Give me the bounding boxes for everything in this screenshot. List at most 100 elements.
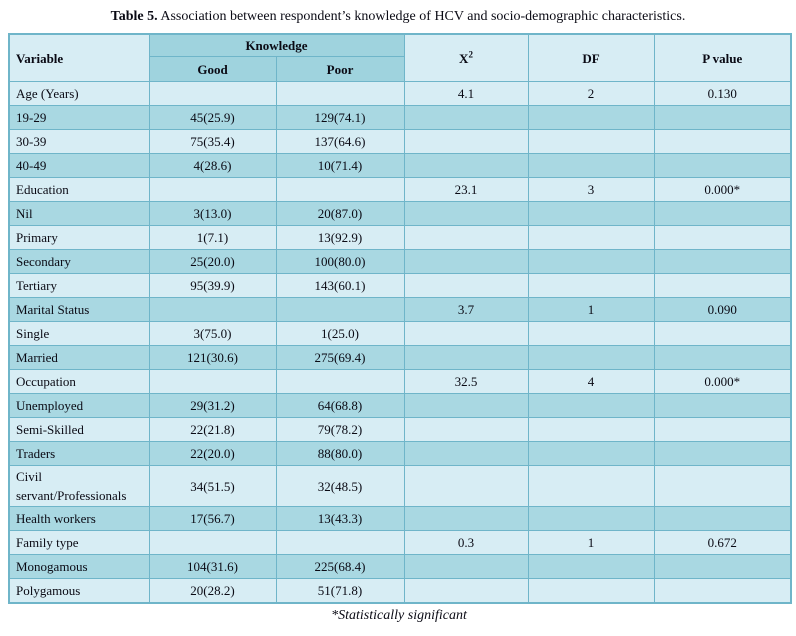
table-row: Secondary 25(20.0) 100(80.0) xyxy=(8,249,792,274)
cell-df xyxy=(527,249,655,274)
cell-df: 3 xyxy=(527,177,655,202)
cell-p: 0.000* xyxy=(653,177,792,202)
table-row: Age (Years) 4.1 2 0.130 xyxy=(8,81,792,106)
cell-variable: Family type xyxy=(8,530,150,555)
cell-variable: Traders xyxy=(8,441,150,466)
cell-p xyxy=(653,465,792,507)
cell-variable: Health workers xyxy=(8,506,150,531)
cell-good: 34(51.5) xyxy=(148,465,277,507)
cell-p xyxy=(653,129,792,154)
cell-df xyxy=(527,578,655,603)
col-header-knowledge: Knowledge xyxy=(148,33,405,57)
cell-variable: Marital Status xyxy=(8,297,150,322)
table-row: Unemployed 29(31.2) 64(68.8) xyxy=(8,393,792,418)
cell-variable: Single xyxy=(8,321,150,346)
cell-poor xyxy=(275,530,405,555)
chi-square-exponent: 2 xyxy=(468,49,473,60)
cell-p xyxy=(653,273,792,298)
cell-p xyxy=(653,201,792,226)
cell-x2 xyxy=(403,321,529,346)
table-row: 30-39 75(35.4) 137(64.6) xyxy=(8,129,792,154)
cell-good: 45(25.9) xyxy=(148,105,277,130)
cell-poor: 79(78.2) xyxy=(275,417,405,442)
cell-good xyxy=(148,297,277,322)
cell-df xyxy=(527,554,655,579)
cell-df xyxy=(527,129,655,154)
cell-df: 4 xyxy=(527,369,655,394)
cell-p xyxy=(653,345,792,370)
cell-df xyxy=(527,321,655,346)
cell-poor: 225(68.4) xyxy=(275,554,405,579)
cell-poor: 13(43.3) xyxy=(275,506,405,531)
chi-square-base: X xyxy=(459,50,469,66)
cell-p: 0.090 xyxy=(653,297,792,322)
cell-x2 xyxy=(403,441,529,466)
cell-variable: Education xyxy=(8,177,150,202)
cell-variable: 40-49 xyxy=(8,153,150,178)
cell-variable: Nil xyxy=(8,201,150,226)
cell-good: 104(31.6) xyxy=(148,554,277,579)
cell-df xyxy=(527,441,655,466)
cell-p xyxy=(653,393,792,418)
cell-df xyxy=(527,417,655,442)
cell-p xyxy=(653,249,792,274)
cell-x2 xyxy=(403,153,529,178)
cell-good: 20(28.2) xyxy=(148,578,277,603)
cell-x2 xyxy=(403,578,529,603)
cell-poor: 100(80.0) xyxy=(275,249,405,274)
table-row: Primary 1(7.1) 13(92.9) xyxy=(8,225,792,250)
cell-poor: 88(80.0) xyxy=(275,441,405,466)
table-caption-label: Table 5. xyxy=(110,9,158,24)
cell-good: 22(20.0) xyxy=(148,441,277,466)
table-row: Traders 22(20.0) 88(80.0) xyxy=(8,441,792,466)
header-row-top: Variable Knowledge X2 DF P value xyxy=(8,33,792,82)
cell-df xyxy=(527,465,655,507)
cell-p xyxy=(653,554,792,579)
cell-good xyxy=(148,81,277,106)
cell-variable: Secondary xyxy=(8,249,150,274)
cell-df: 1 xyxy=(527,297,655,322)
cell-poor xyxy=(275,369,405,394)
association-table: Variable Knowledge X2 DF P value Good Po… xyxy=(8,33,792,604)
header-row-sub: Good Poor xyxy=(9,56,791,82)
cell-poor xyxy=(275,297,405,322)
cell-df xyxy=(527,201,655,226)
cell-good: 22(21.8) xyxy=(148,417,277,442)
cell-x2: 0.3 xyxy=(403,530,529,555)
col-header-variable: Variable xyxy=(8,33,150,82)
cell-p xyxy=(653,578,792,603)
table-row: Civil servant/Professionals 34(51.5) 32(48… xyxy=(8,465,792,507)
cell-poor: 51(71.8) xyxy=(275,578,405,603)
cell-good: 25(20.0) xyxy=(148,249,277,274)
cell-x2 xyxy=(403,345,529,370)
cell-x2: 4.1 xyxy=(403,81,529,106)
cell-variable: Polygamous xyxy=(8,578,150,603)
cell-p: 0.672 xyxy=(653,530,792,555)
cell-x2 xyxy=(403,465,529,507)
cell-poor: 275(69.4) xyxy=(275,345,405,370)
cell-good: 1(7.1) xyxy=(148,225,277,250)
cell-x2 xyxy=(403,249,529,274)
cell-p xyxy=(653,153,792,178)
cell-p xyxy=(653,441,792,466)
col-header-poor: Poor xyxy=(275,56,405,82)
cell-x2 xyxy=(403,506,529,531)
table-row: 40-49 4(28.6) 10(71.4) xyxy=(8,153,792,178)
table-row: Health workers 17(56.7) 13(43.3) xyxy=(8,506,792,531)
cell-variable: 19-29 xyxy=(8,105,150,130)
table-row: Semi-Skilled 22(21.8) 79(78.2) xyxy=(8,417,792,442)
table-row: Marital Status 3.7 1 0.090 xyxy=(8,297,792,322)
cell-good xyxy=(148,369,277,394)
cell-variable: Tertiary xyxy=(8,273,150,298)
cell-poor: 20(87.0) xyxy=(275,201,405,226)
cell-good: 17(56.7) xyxy=(148,506,277,531)
cell-df: 1 xyxy=(527,530,655,555)
cell-variable: Unemployed xyxy=(8,393,150,418)
cell-df xyxy=(527,153,655,178)
table-row: Married 121(30.6) 275(69.4) xyxy=(8,345,792,370)
cell-variable: Primary xyxy=(8,225,150,250)
cell-df xyxy=(527,225,655,250)
cell-good: 4(28.6) xyxy=(148,153,277,178)
cell-p: 0.000* xyxy=(653,369,792,394)
footnote: *Statistically significant xyxy=(331,607,467,623)
